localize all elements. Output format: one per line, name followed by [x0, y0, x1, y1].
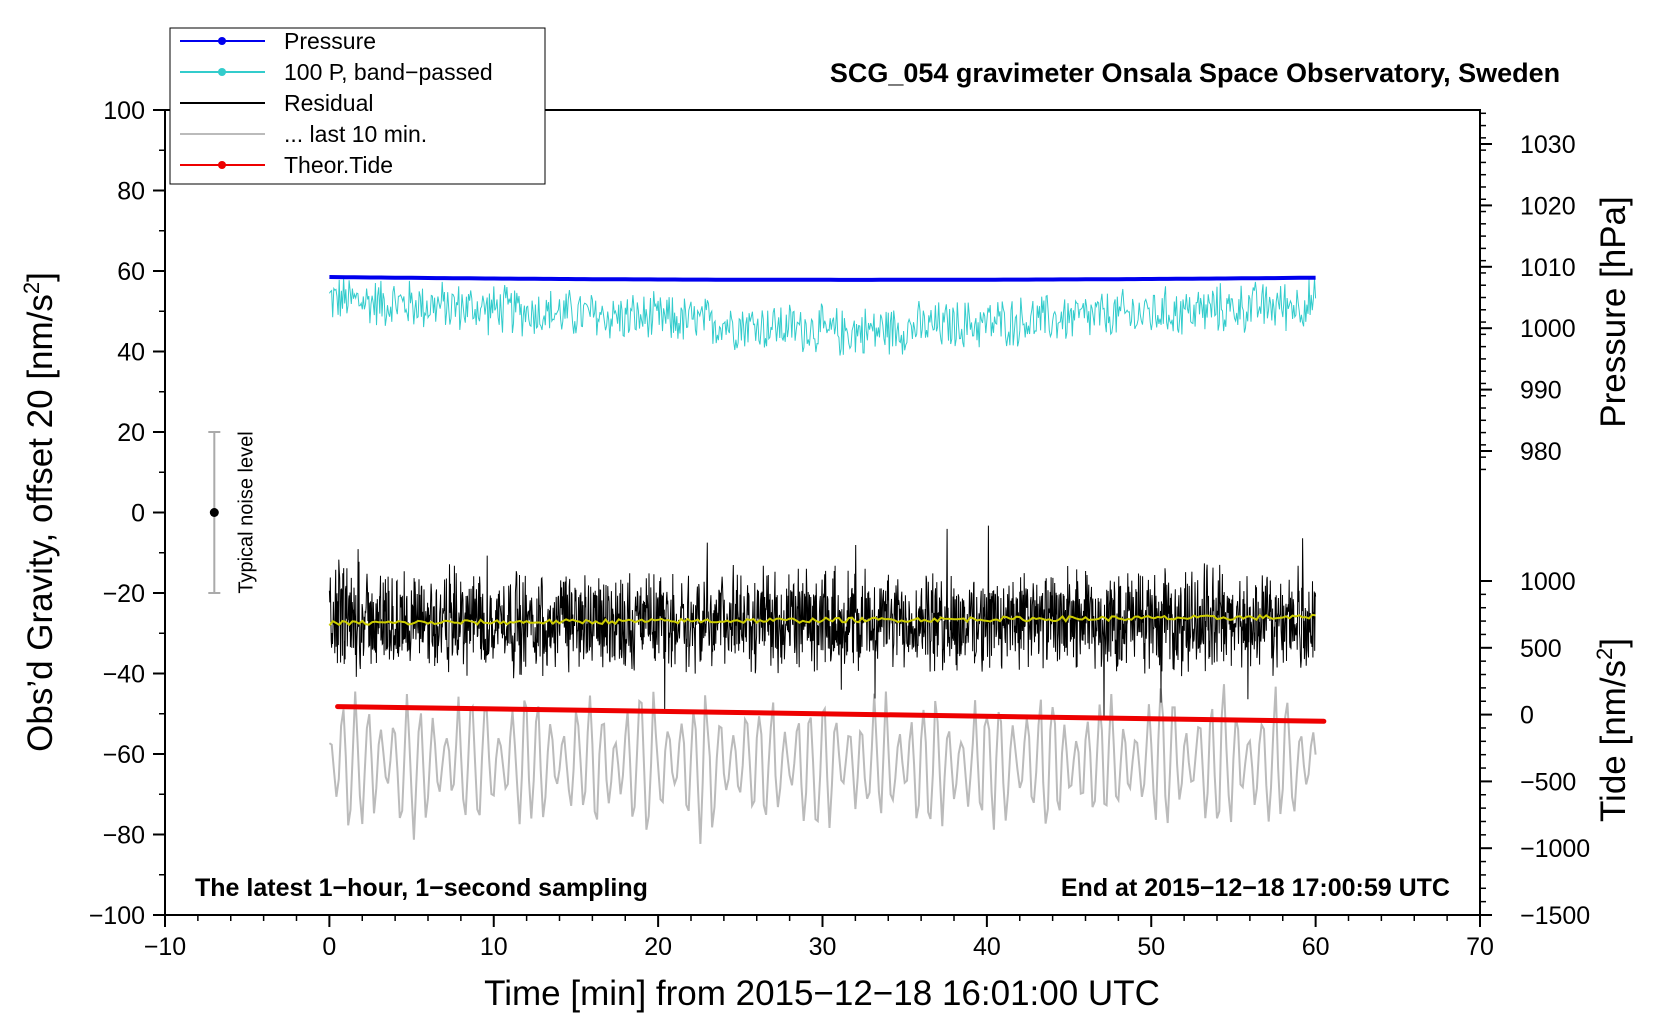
noise-bar: Typical noise level — [208, 431, 257, 594]
tide-tick-label: −500 — [1520, 768, 1576, 796]
y-axis-label-left-text: Obs’d Gravity, offset 20 [nm/s — [21, 294, 60, 752]
pressure-tick-label: 980 — [1520, 438, 1562, 466]
legend-swatch-marker — [218, 37, 226, 45]
pressure-tick-label: 1010 — [1520, 254, 1576, 282]
tide-tick-label: 1000 — [1520, 568, 1576, 596]
x-axis-label: Time [min] from 2015−12−18 16:01:00 UTC — [484, 974, 1160, 1013]
axes-layer: −10 0 10 20 30 40 50 60 70100806040200−20−40−60−… — [89, 97, 1591, 961]
x-tick-label: 60 — [1302, 933, 1330, 961]
legend-box — [169, 27, 546, 185]
annotation-end-time: End at 2015−12−18 17:00:59 UTC — [1061, 874, 1450, 902]
legend-label: Theor.Tide — [284, 152, 393, 178]
x-tick-label: 0 — [322, 933, 336, 961]
annotation-sampling: The latest 1−hour, 1−second sampling — [195, 874, 648, 902]
y-tick-label: −60 — [103, 741, 145, 769]
series-theoretical-tide — [335, 704, 1327, 724]
legend-label: Residual — [284, 90, 374, 116]
y-tick-label: −80 — [103, 822, 145, 850]
pressure-tick-label: 1030 — [1520, 131, 1576, 159]
series-band-passed-pressure — [328, 277, 1317, 356]
x-tick-label: 20 — [644, 933, 672, 961]
y-tick-label: 40 — [117, 339, 145, 367]
x-tick-label: 50 — [1137, 933, 1165, 961]
y-tick-label: 0 — [131, 500, 145, 528]
x-tick-label: 10 — [480, 933, 508, 961]
legend-swatch-marker — [218, 161, 226, 169]
series-pressure — [329, 275, 1316, 282]
y-axis-label-left-sup: 2 — [19, 282, 44, 294]
x-tick-label: 30 — [809, 933, 837, 961]
tide-tick-label: 0 — [1520, 702, 1534, 730]
y-tick-label: −100 — [89, 902, 145, 930]
chart-title: SCG_054 gravimeter Onsala Space Observat… — [830, 58, 1560, 88]
y-axis-label-tide-text: Tide [nm/s — [1594, 660, 1633, 822]
y-axis-label-left: Obs’d Gravity, offset 20 [nm/s2] — [19, 272, 60, 752]
legend-label: 100 P, band−passed — [284, 59, 493, 85]
legend-swatch-marker — [218, 68, 226, 76]
y-tick-label: 20 — [117, 419, 145, 447]
y-axis-label-tide-end: ] — [1594, 638, 1633, 648]
y-tick-label: 80 — [117, 178, 145, 206]
y-axis-label-left-end: ] — [21, 272, 60, 282]
x-tick-label: −10 — [144, 933, 186, 961]
y-axis-label-pressure: Pressure [hPa] — [1594, 196, 1633, 428]
legend-label: Pressure — [284, 28, 376, 54]
y-axis-label-tide: Tide [nm/s2] — [1592, 638, 1633, 822]
x-tick-label: 70 — [1466, 933, 1494, 961]
legend-label: ... last 10 min. — [284, 121, 427, 147]
pressure-tick-label: 1020 — [1520, 192, 1576, 220]
pressure-tick-label: 990 — [1520, 377, 1562, 405]
legend: Pressure 100 P, band−passed Residual ... la… — [169, 27, 546, 185]
noise-bar-center-dot — [209, 508, 219, 517]
y-tick-label: −40 — [103, 661, 145, 689]
y-tick-label: 60 — [117, 258, 145, 286]
tide-tick-label: −1000 — [1520, 835, 1590, 863]
y-tick-label: 100 — [103, 97, 145, 125]
y-axis-label-tide-sup: 2 — [1592, 648, 1617, 660]
tide-tick-label: −1500 — [1520, 902, 1590, 930]
series-residual — [328, 525, 1317, 719]
tide-tick-label: 500 — [1520, 635, 1562, 663]
noise-bar-label: Typical noise level — [235, 431, 257, 593]
series-residual-smoothed — [328, 613, 1316, 627]
series-layer — [328, 275, 1327, 844]
pressure-tick-label: 1000 — [1520, 315, 1576, 343]
y-tick-label: −20 — [103, 580, 145, 608]
x-tick-label: 40 — [973, 933, 1001, 961]
